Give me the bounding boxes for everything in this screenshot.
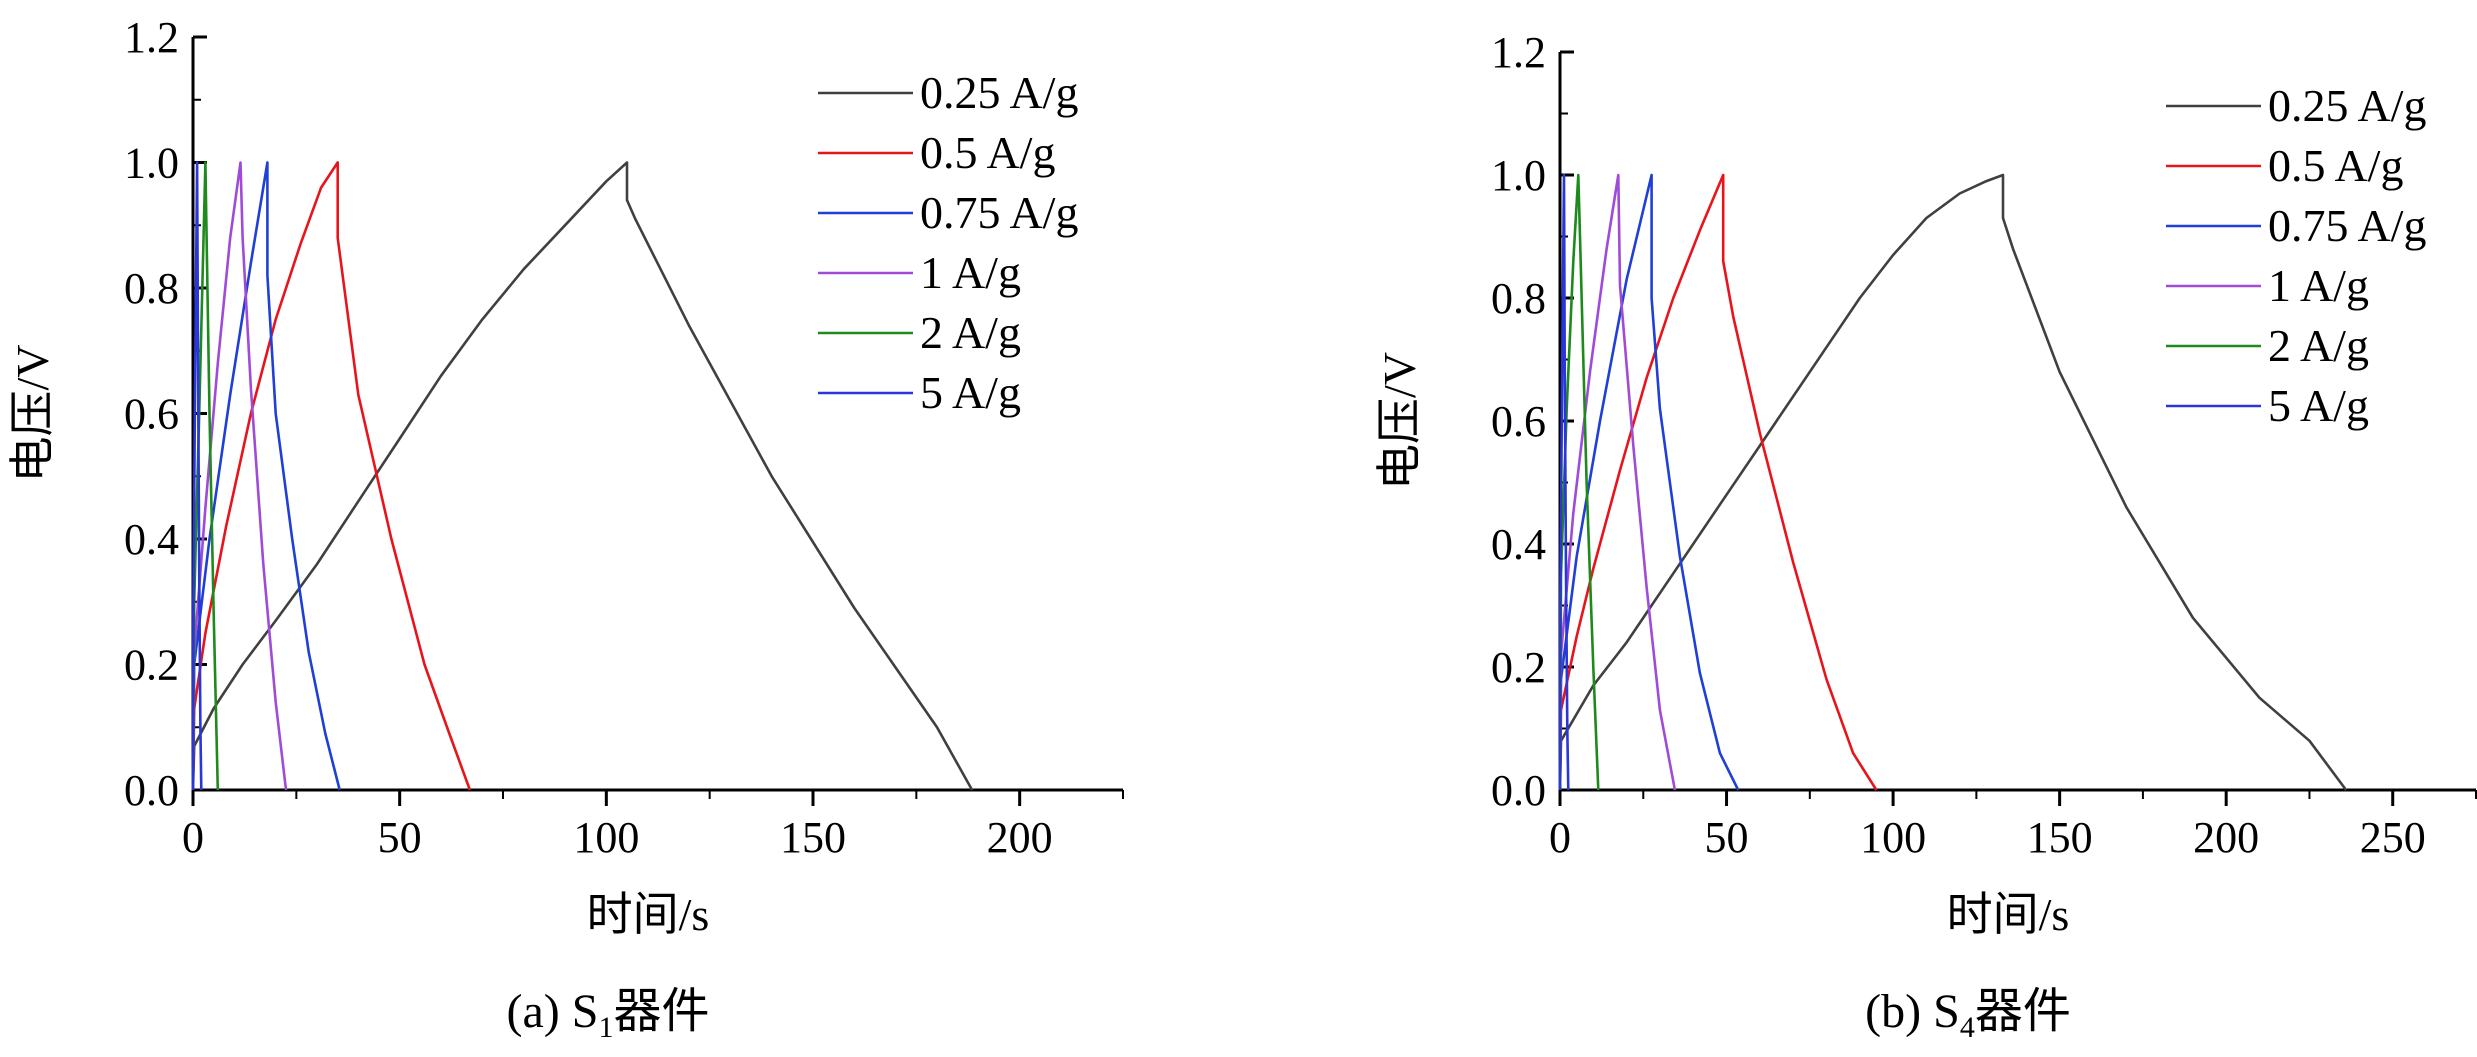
y-tick-label: 1.2 (124, 13, 179, 62)
x-tick-label: 50 (378, 813, 422, 862)
caption-subscript: 1 (598, 1011, 613, 1044)
x-tick-label: 0 (1549, 813, 1571, 862)
series-line-5 (1558, 173, 1570, 791)
legend-label: 0.25 A/g (920, 67, 1078, 118)
series-line-3 (191, 161, 288, 791)
y-tick-label: 0.6 (1491, 397, 1546, 446)
caption-main: (b) S (1865, 985, 1960, 1038)
legend-label: 0.5 A/g (2268, 140, 2403, 191)
legend-label: 0.5 A/g (920, 127, 1055, 178)
x-tick-label: 200 (2193, 813, 2259, 862)
legend-label: 2 A/g (920, 307, 1021, 358)
legend-label: 5 A/g (2268, 380, 2369, 431)
series-line-1 (1558, 173, 1878, 791)
series-line-0 (1558, 173, 2348, 791)
legend-label: 0.75 A/g (920, 187, 1078, 238)
legend-label: 2 A/g (2268, 320, 2369, 371)
series-line-1 (191, 161, 472, 791)
legend-label: 1 A/g (2268, 260, 2369, 311)
y-tick-label: 0.2 (1491, 643, 1546, 692)
panel-caption: (b) S4器件 (1865, 985, 2071, 1044)
y-tick-label: 1.0 (1491, 151, 1546, 200)
y-tick-label: 0.4 (124, 515, 179, 564)
y-tick-label: 0.4 (1491, 520, 1546, 569)
y-tick-label: 1.2 (1491, 28, 1546, 77)
series-line-0 (191, 161, 974, 791)
chart-panel-b: 0.0 0.2 0.4 0.6 0.8 1.0 1.2 0 50 100 150 200 250 时间/s… (1374, 28, 2477, 1044)
x-axis-label: 时间/s (1947, 889, 2070, 940)
y-axis-label: 电压/V (1374, 352, 1425, 490)
y-tick-label: 1.0 (124, 139, 179, 188)
caption-tail: 器件 (613, 985, 709, 1038)
panel-caption: (a) S1器件 (507, 985, 710, 1044)
legend-label: 0.75 A/g (2268, 200, 2426, 251)
chart-panel-a: 0.0 0.2 0.4 0.6 0.8 1.0 1.2 0 50 100 150 200 时间/s 电压/… (7, 13, 1124, 1044)
x-tick-label: 200 (987, 813, 1053, 862)
y-tick-label: 0.8 (124, 264, 179, 313)
series-line-2 (1558, 173, 1740, 791)
series-line-4 (1558, 173, 1600, 791)
caption-subscript: 4 (1960, 1011, 1975, 1044)
y-axis-label: 电压/V (7, 345, 58, 483)
legend-label: 0.25 A/g (2268, 80, 2426, 131)
x-tick-label: 250 (2360, 813, 2426, 862)
x-tick-label: 100 (573, 813, 639, 862)
x-tick-label: 0 (182, 813, 204, 862)
y-tick-label: 0.0 (124, 766, 179, 815)
series-line-3 (1558, 173, 1677, 791)
legend-label: 1 A/g (920, 247, 1021, 298)
x-tick-label: 150 (2027, 813, 2093, 862)
y-tick-label: 0.0 (1491, 766, 1546, 815)
caption-main: (a) S (507, 985, 599, 1038)
caption-tail: 器件 (1975, 985, 2071, 1038)
series-line-4 (191, 161, 220, 791)
x-axis-label: 时间/s (587, 889, 710, 940)
series-line-2 (191, 161, 341, 791)
y-tick-label: 0.2 (124, 641, 179, 690)
legend: 0.25 A/g 0.5 A/g 0.75 A/g 1 A/g 2 A/g 5 A/g (818, 67, 1078, 418)
x-tick-label: 50 (1705, 813, 1749, 862)
y-tick-label: 0.8 (1491, 274, 1546, 323)
legend: 0.25 A/g 0.5 A/g 0.75 A/g 1 A/g 2 A/g 5 A/g (2166, 80, 2426, 431)
x-tick-label: 100 (1860, 813, 1926, 862)
x-tick-label: 150 (780, 813, 846, 862)
legend-label: 5 A/g (920, 367, 1021, 418)
y-tick-label: 0.6 (124, 390, 179, 439)
series-line-5 (191, 161, 203, 791)
